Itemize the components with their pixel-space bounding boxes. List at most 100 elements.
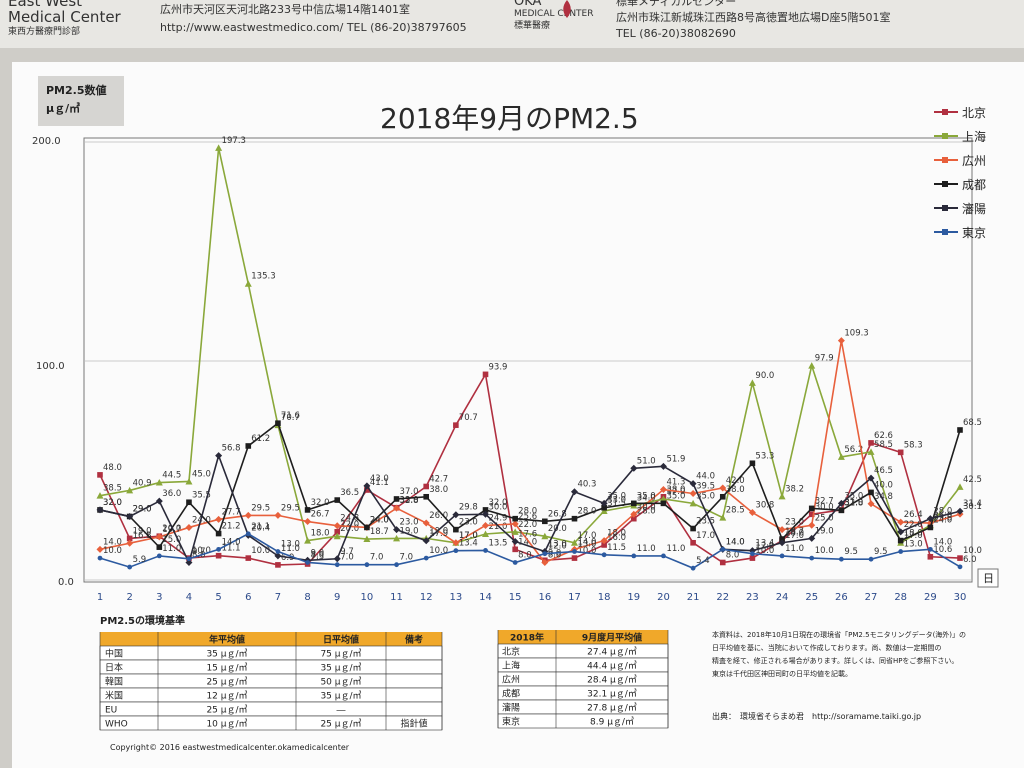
data-label: 14.0: [726, 537, 745, 547]
data-label: 70.7: [459, 413, 478, 423]
data-point: [305, 560, 310, 565]
data-point: [334, 529, 341, 535]
data-label: 22.0: [518, 520, 537, 530]
data-label: 23.0: [400, 518, 419, 528]
data-point: [482, 521, 490, 529]
monthly-header-cell: 9月度月平均値: [582, 632, 642, 644]
standards-cell: WHO: [105, 720, 128, 730]
data-label: 18.0: [607, 529, 626, 539]
data-point: [867, 474, 875, 482]
data-label: 17.9: [429, 529, 448, 539]
data-point: [748, 509, 756, 517]
data-label: 35.0: [666, 491, 685, 501]
data-label: 35.0: [696, 491, 715, 501]
data-point: [156, 553, 162, 559]
x-tick-label: 17: [568, 592, 581, 603]
data-label: 12.0: [755, 542, 774, 552]
data-point: [867, 500, 875, 508]
standards-cell: 韓国: [105, 677, 123, 688]
data-label: 18.0: [785, 529, 804, 539]
legend-item: 成都: [934, 178, 986, 192]
ylabel-box: [38, 76, 124, 126]
data-label: 34.0: [637, 494, 656, 504]
data-point: [393, 496, 400, 502]
data-point: [808, 521, 816, 529]
data-label: 9.5: [844, 547, 858, 557]
data-label: 21.0: [489, 522, 508, 532]
data-point: [155, 497, 163, 505]
standards-header-cell: 日平均値: [323, 634, 359, 646]
data-point: [511, 528, 519, 535]
monthly-cell: 上海: [502, 660, 520, 672]
data-point: [808, 505, 815, 512]
data-point: [126, 539, 134, 547]
data-point: [720, 546, 726, 552]
monthly-cell: 27.4 μｇ/㎥: [587, 647, 637, 658]
data-point: [601, 542, 607, 548]
data-point: [659, 486, 667, 494]
data-label: 28.0: [933, 507, 952, 517]
data-point: [275, 420, 281, 426]
data-label: 10.0: [577, 546, 596, 556]
standards-row: [99, 715, 443, 731]
data-label: 13.0: [904, 540, 923, 550]
data-point: [334, 562, 340, 568]
data-point: [274, 552, 282, 560]
series-line: [99, 147, 961, 544]
data-label: 11.5: [607, 543, 626, 553]
x-tick-label: 19: [627, 592, 640, 603]
standards-cell: EU: [105, 706, 117, 716]
clinic1-address: 広州市天河区天河北路233号中信広場14階1401室: [160, 3, 410, 16]
data-point: [601, 552, 607, 558]
data-point: [126, 512, 134, 520]
data-label: 18.0: [904, 529, 923, 539]
plot-frame: [83, 137, 973, 583]
data-label: 30.8: [755, 501, 774, 511]
data-point: [333, 555, 341, 563]
monthly-header-bg: [498, 630, 668, 644]
data-label: 46.5: [874, 466, 893, 476]
x-tick-label: 29: [924, 592, 937, 603]
data-point: [778, 526, 786, 534]
data-point: [868, 556, 874, 562]
monthly-cell: 北京: [502, 646, 520, 658]
note-line1: 本資料は、2018年10月1日現在の環境省「PM2.5モニタリングデータ(海外)…: [712, 630, 966, 639]
x-tick-label: 1: [97, 592, 103, 603]
clinic2-subtitle: 標華醫療: [514, 21, 551, 31]
data-label: 7.3: [311, 552, 325, 562]
x-tick-label: 9: [334, 592, 340, 603]
data-point: [363, 482, 371, 490]
data-point: [837, 453, 845, 460]
data-label: 7.0: [340, 553, 354, 563]
data-label: 34.8: [874, 492, 893, 502]
data-label: 93.9: [489, 362, 508, 372]
standards-cell: 25 μｇ/㎥: [320, 719, 361, 730]
data-label: 38.2: [785, 484, 804, 494]
data-label: 11.0: [281, 544, 300, 554]
data-label: 70.7: [281, 413, 300, 423]
series-北京: 48.019.0 20.010.0 11.1 10.06.9 7.322.041.133…: [97, 362, 982, 568]
legend-marker: [942, 229, 948, 235]
note-line4: 東京は千代田区神田司町の日平均値を記載。: [712, 669, 852, 678]
data-point: [927, 524, 934, 531]
data-point: [690, 539, 696, 546]
data-label: 10.0: [815, 546, 834, 556]
data-label: 13.4: [755, 539, 774, 549]
data-point: [719, 559, 726, 566]
data-point: [837, 499, 845, 507]
x-tick-label: 24: [776, 592, 789, 603]
data-label: 14.0: [933, 537, 952, 547]
legend-item: 広州: [934, 154, 986, 168]
data-point: [630, 515, 637, 522]
data-label: 35.5: [192, 490, 211, 500]
data-label: 26.0: [429, 511, 448, 521]
monthly-cell: 27.8 μｇ/㎥: [587, 703, 637, 714]
series-line: [99, 421, 961, 549]
data-label: 13.0: [281, 540, 300, 550]
data-point: [690, 525, 696, 532]
data-point: [483, 548, 488, 553]
data-label: 35.0: [844, 491, 863, 501]
data-point: [571, 515, 578, 522]
data-point: [837, 337, 845, 345]
